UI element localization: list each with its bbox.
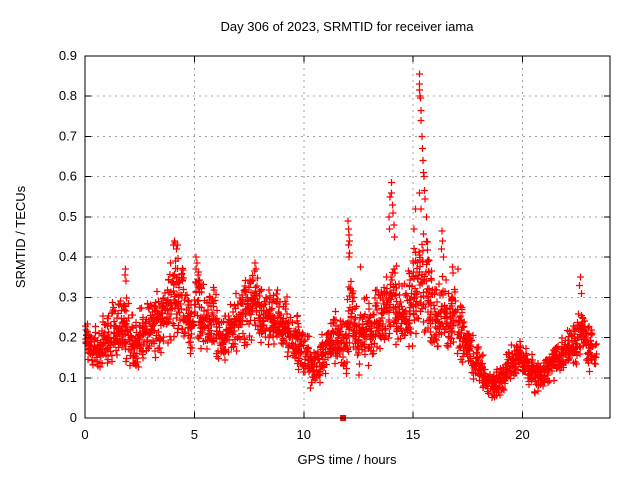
y-tick-label: 0.5 — [59, 209, 77, 224]
y-tick-label: 0.6 — [59, 169, 77, 184]
data-points-path — [82, 70, 600, 401]
y-tick-label: 0 — [70, 410, 77, 425]
y-axis-label: SRMTID / TECUs — [13, 185, 28, 288]
plot-border-and-ticks — [84, 55, 611, 419]
x-tick-label: 15 — [406, 427, 420, 442]
plot-border — [84, 55, 611, 419]
chart-title: Day 306 of 2023, SRMTID for receiver iam… — [221, 19, 475, 34]
x-tick-label: 20 — [515, 427, 529, 442]
y-tick-label: 0.2 — [59, 330, 77, 345]
y-tick-label: 0.1 — [59, 370, 77, 385]
y-tick-label: 0.4 — [59, 249, 77, 264]
x-tick-label: 5 — [191, 427, 198, 442]
x-axis-label: GPS time / hours — [298, 452, 397, 467]
y-tick-label: 0.9 — [59, 48, 77, 63]
scatter-points — [82, 70, 600, 401]
y-tick-label: 0.8 — [59, 88, 77, 103]
tick-labels: 0 5 10 15 20 0 0.1 0.2 0.3 0.4 0.5 0.6 0.7 0.8 0.9 — [59, 48, 530, 442]
y-tick-label: 0.7 — [59, 128, 77, 143]
x-tick-label: 0 — [81, 427, 88, 442]
y-tick-label: 0.3 — [59, 289, 77, 304]
x-tick-label: 10 — [297, 427, 311, 442]
